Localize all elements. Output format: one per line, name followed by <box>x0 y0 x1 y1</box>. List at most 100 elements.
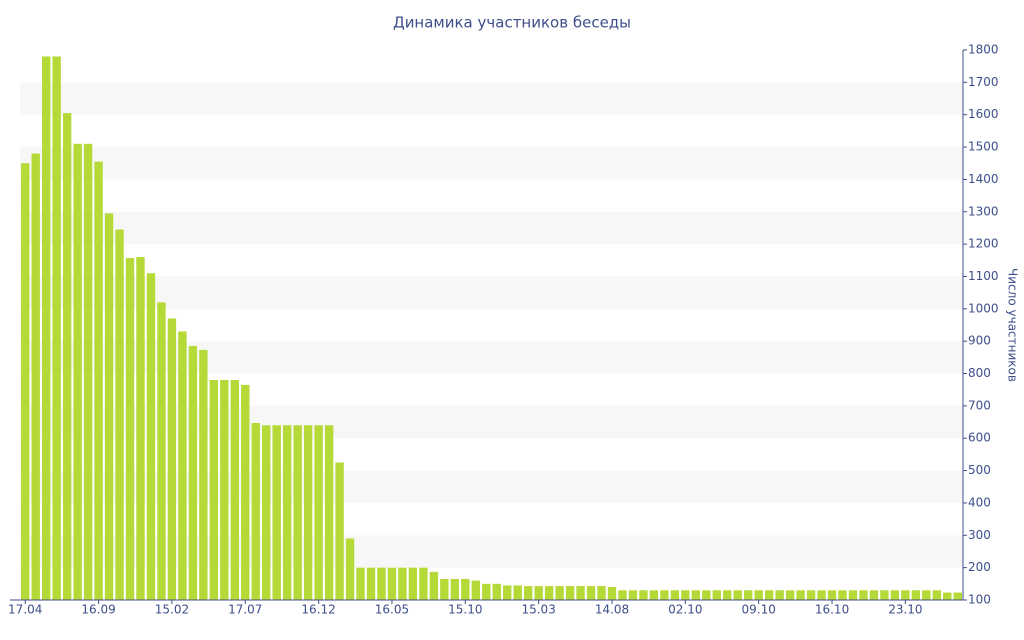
bar <box>639 590 648 600</box>
bar <box>953 592 962 600</box>
x-tick-label: 15.02 <box>155 603 189 617</box>
bar <box>115 229 124 600</box>
bar <box>62 113 72 601</box>
bar <box>42 56 51 601</box>
bar <box>461 578 470 600</box>
y-tick-label: 1000 <box>968 301 999 315</box>
bar <box>544 586 554 600</box>
bar <box>125 258 135 600</box>
y-tick-label: 1800 <box>968 43 999 57</box>
bar <box>607 587 617 600</box>
grid-band <box>20 82 963 115</box>
x-tick-label: 23.10 <box>888 603 922 617</box>
x-tick-label: 16.10 <box>815 603 849 617</box>
bar <box>691 590 701 600</box>
bar <box>230 380 239 600</box>
bar <box>859 590 868 600</box>
x-tick-label: 02.10 <box>668 603 702 617</box>
y-tick-label: 1500 <box>968 140 999 154</box>
bar <box>450 578 460 600</box>
y-tick-label: 400 <box>968 495 991 509</box>
bar <box>523 586 533 600</box>
bar <box>932 590 941 600</box>
bar <box>775 590 784 600</box>
bar <box>241 384 250 600</box>
y-tick-label: 1300 <box>968 204 999 218</box>
y-tick-label: 200 <box>968 560 991 574</box>
y-tick-label: 1100 <box>968 269 999 283</box>
bar <box>796 590 805 600</box>
bar <box>785 590 795 600</box>
bar <box>922 590 931 600</box>
x-tick-label: 17.04 <box>8 603 42 617</box>
x-tick-label: 15.10 <box>448 603 482 617</box>
bar <box>314 425 323 600</box>
bar <box>681 590 690 600</box>
bar <box>251 423 260 600</box>
x-tick-label: 16.12 <box>301 603 335 617</box>
y-tick-label: 500 <box>968 463 991 477</box>
bar <box>670 590 680 600</box>
bar <box>911 590 921 600</box>
bar <box>440 578 449 600</box>
x-tick-label: 15.03 <box>521 603 555 617</box>
bar <box>482 583 491 600</box>
bar <box>943 592 952 600</box>
bar <box>555 586 564 600</box>
y-tick-label: 100 <box>968 593 991 607</box>
y-tick-label: 300 <box>968 528 991 542</box>
bar <box>565 586 575 600</box>
bar <box>199 349 208 600</box>
bar <box>429 571 439 600</box>
bar <box>21 163 30 600</box>
bar <box>890 590 900 600</box>
bar <box>723 590 732 600</box>
bar <box>345 538 355 600</box>
bar <box>744 590 753 600</box>
bar <box>94 161 103 600</box>
bar <box>764 590 774 600</box>
bar <box>618 590 627 600</box>
bar <box>83 143 93 600</box>
bar <box>146 273 156 600</box>
bar <box>827 590 837 600</box>
bar <box>869 590 879 600</box>
bar <box>356 567 365 600</box>
bar <box>660 590 669 600</box>
grid-band <box>20 276 963 309</box>
y-tick-label: 1200 <box>968 237 999 251</box>
bar <box>188 346 198 600</box>
bar <box>335 462 344 600</box>
bar <box>408 567 418 600</box>
bar <box>649 590 659 600</box>
x-tick-label: 14.08 <box>595 603 629 617</box>
bar <box>366 567 376 600</box>
bar <box>848 590 858 600</box>
bar <box>167 318 177 600</box>
bar <box>209 380 219 600</box>
bar <box>377 567 386 600</box>
bar <box>104 213 114 600</box>
bar <box>754 590 763 600</box>
bar <box>901 590 910 600</box>
bar <box>220 380 229 600</box>
grid-band <box>20 211 963 245</box>
chart-title: Динамика участников беседы <box>393 14 631 32</box>
bar <box>303 425 313 600</box>
bar <box>398 567 407 600</box>
bar <box>576 586 585 600</box>
bar <box>492 583 501 600</box>
bar <box>817 590 826 600</box>
y-tick-label: 900 <box>968 334 991 348</box>
y-tick-label: 600 <box>968 431 991 445</box>
bar <box>702 590 711 600</box>
y-tick-label: 700 <box>968 398 991 412</box>
bar <box>157 302 166 600</box>
y-tick-label: 1600 <box>968 107 999 121</box>
bar <box>503 585 512 600</box>
bar <box>387 567 397 600</box>
y-tick-label: 1700 <box>968 75 999 89</box>
bar <box>272 425 281 600</box>
x-tick-label: 16.09 <box>81 603 115 617</box>
